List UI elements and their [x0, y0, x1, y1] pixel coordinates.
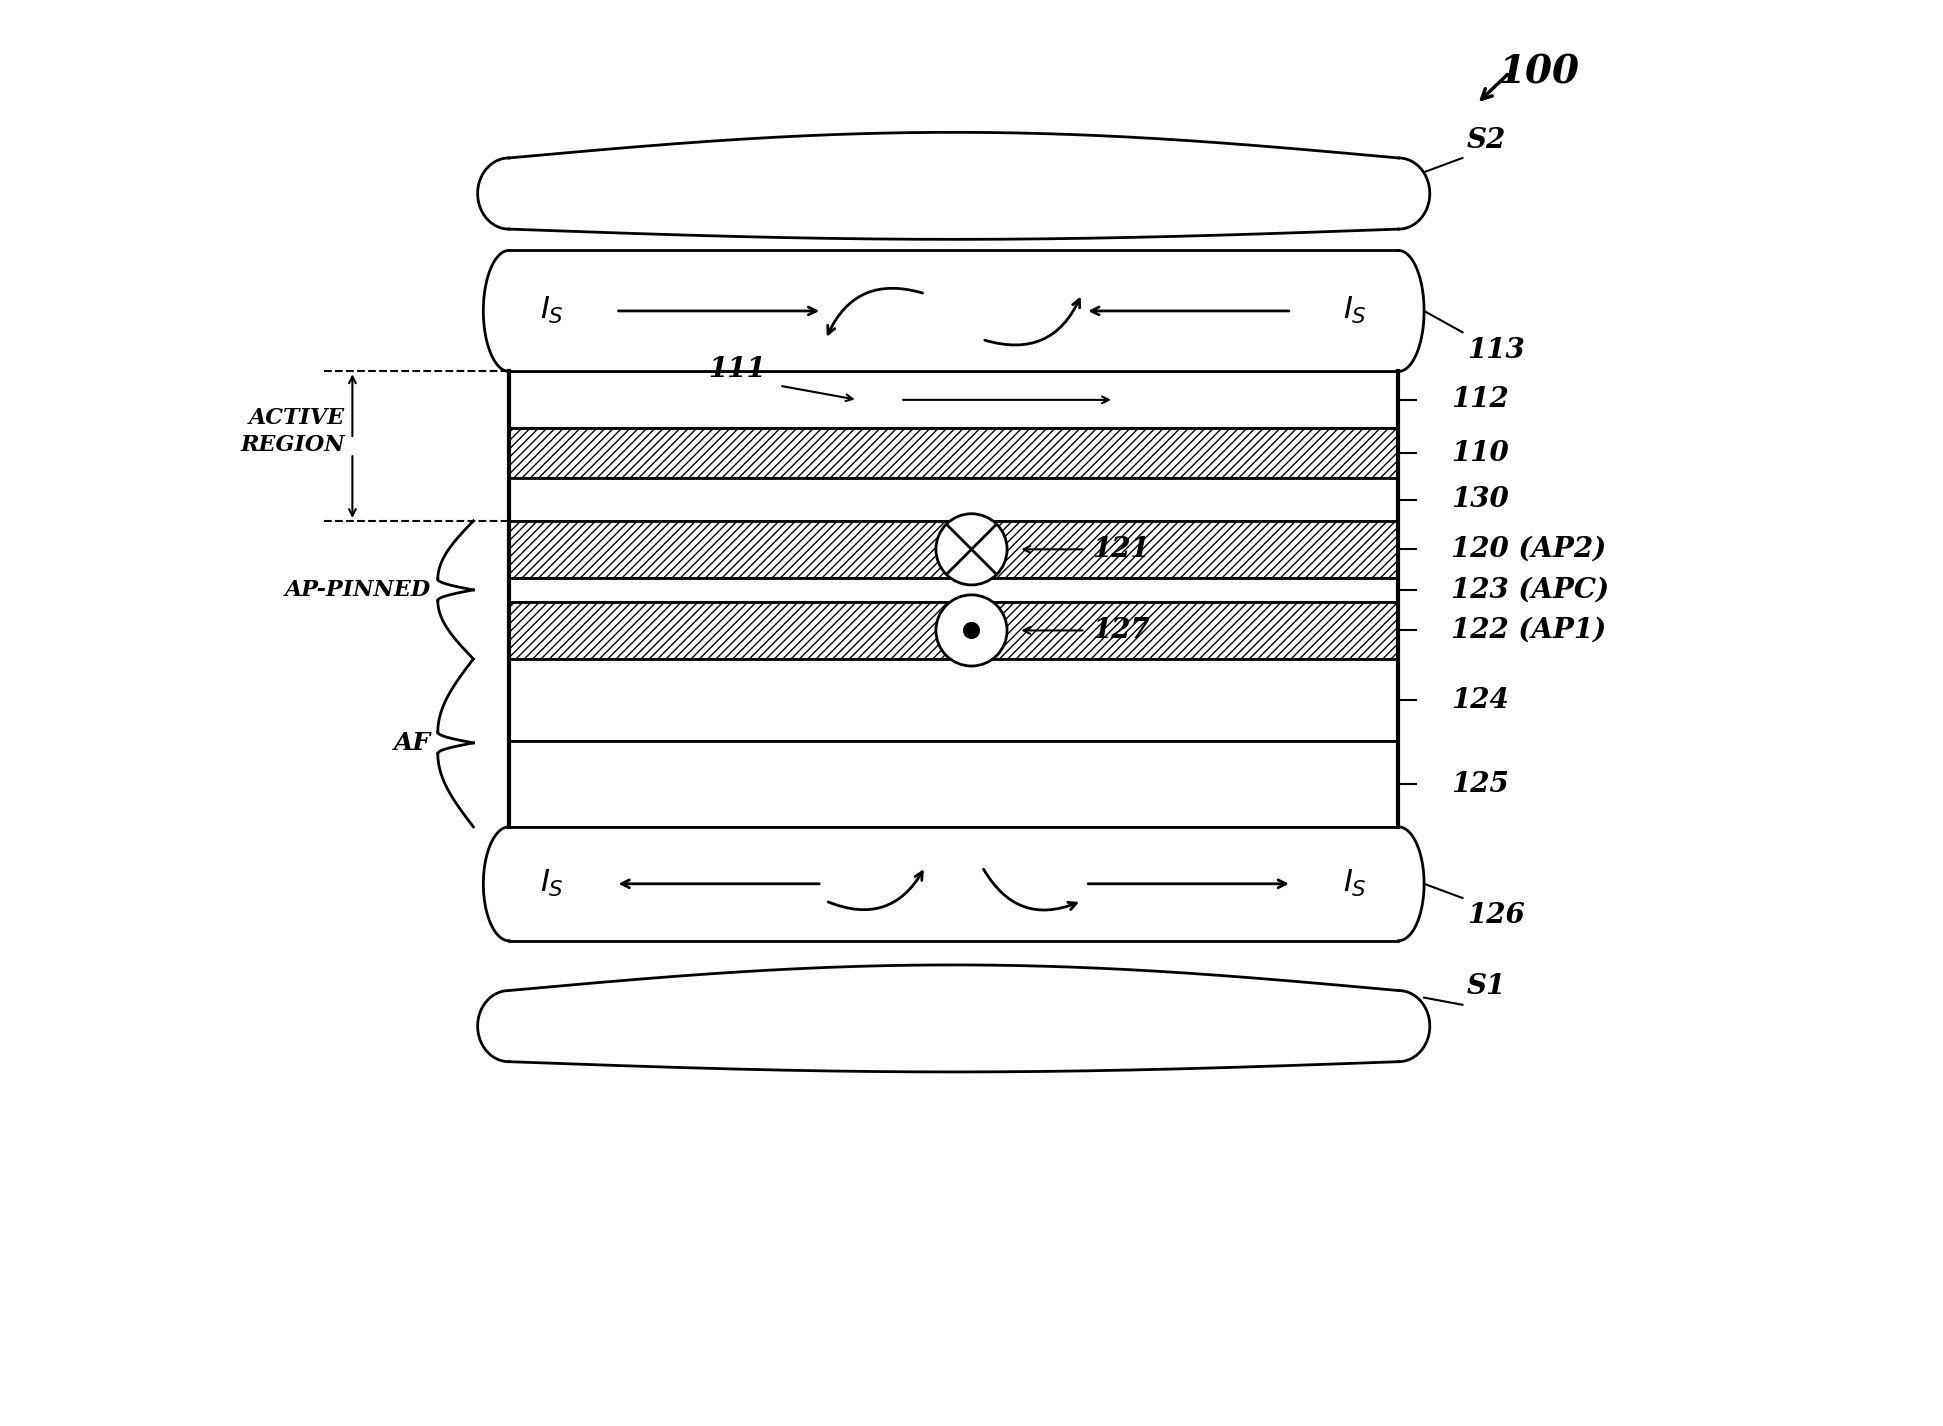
Text: 111: 111: [707, 356, 766, 382]
Text: AP-PINNED: AP-PINNED: [284, 579, 431, 600]
Text: 120 (AP2): 120 (AP2): [1451, 536, 1607, 563]
Text: $I_S$: $I_S$: [540, 295, 563, 327]
Text: 125: 125: [1451, 770, 1510, 797]
Text: 112: 112: [1451, 386, 1510, 414]
Text: 100: 100: [1498, 54, 1580, 91]
Text: 124: 124: [1451, 687, 1510, 713]
Text: 122 (AP1): 122 (AP1): [1451, 617, 1607, 645]
Text: AF: AF: [394, 732, 431, 754]
Bar: [509, 602, 1399, 659]
Text: $I_S$: $I_S$: [1343, 295, 1368, 327]
Circle shape: [937, 595, 1006, 666]
Bar: [509, 742, 1399, 827]
Circle shape: [937, 513, 1006, 585]
Text: 123 (APC): 123 (APC): [1451, 576, 1609, 603]
Bar: [509, 371, 1399, 428]
Text: $I_S$: $I_S$: [1343, 868, 1368, 900]
Text: 121: 121: [1092, 536, 1150, 563]
Text: 126: 126: [1467, 903, 1525, 930]
Text: 113: 113: [1467, 337, 1525, 364]
Bar: [509, 578, 1399, 602]
Bar: [509, 428, 1399, 478]
Text: S2: S2: [1467, 127, 1506, 154]
Bar: [509, 520, 1399, 578]
Bar: [509, 478, 1399, 520]
Bar: [509, 659, 1399, 742]
Circle shape: [964, 623, 979, 639]
Text: ACTIVE
REGION: ACTIVE REGION: [241, 408, 346, 456]
Text: $I_S$: $I_S$: [540, 868, 563, 900]
Text: 110: 110: [1451, 439, 1510, 466]
Text: 127: 127: [1092, 617, 1150, 645]
Text: 130: 130: [1451, 486, 1510, 513]
Text: S1: S1: [1467, 974, 1506, 1001]
